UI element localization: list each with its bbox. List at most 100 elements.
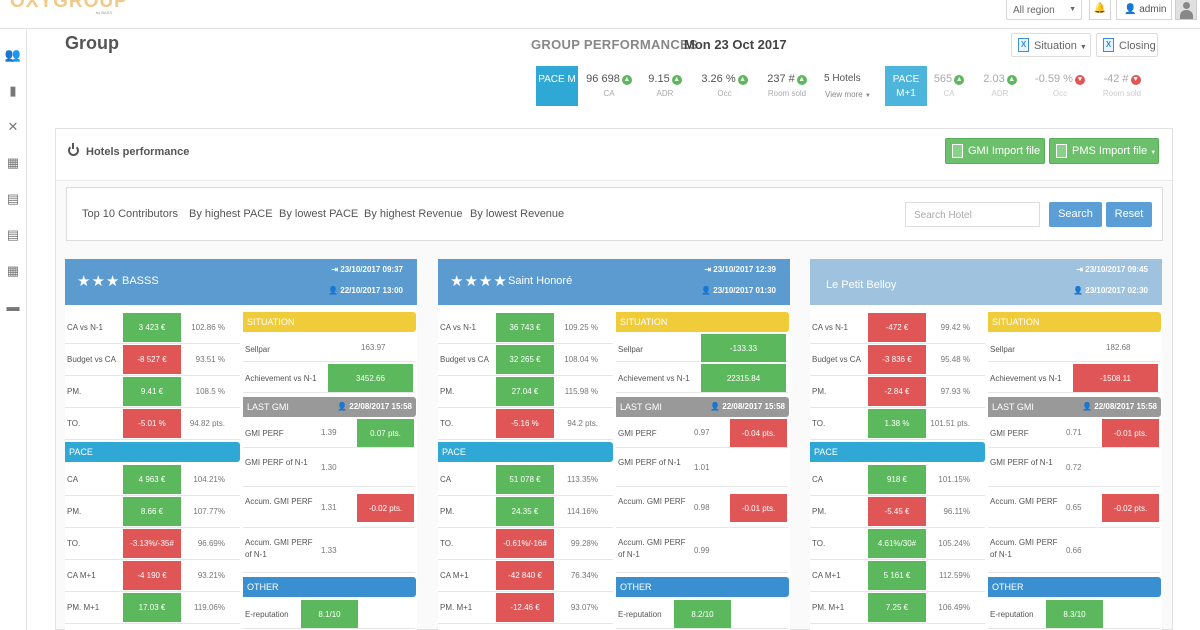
row-percent: 108.04 % bbox=[564, 355, 598, 364]
view-more-label: View more bbox=[825, 90, 863, 99]
row-value: -12.46 € bbox=[496, 593, 554, 622]
kpi-adr: 9.15 ▲ ADR bbox=[643, 73, 687, 98]
row-percent: 93.51 % bbox=[195, 355, 225, 364]
pms-import-button[interactable]: PMS Import file ▼ bbox=[1049, 138, 1159, 164]
row-label: PM. M+1 bbox=[812, 603, 845, 612]
hotel-icon[interactable]: ▬ bbox=[6, 299, 20, 314]
ca-vs-n1-row: CA vs N-1 3 423 € 102.86 % bbox=[65, 312, 240, 344]
ca-vs-n1-row: CA vs N-1 -472 € 99.42 % bbox=[810, 312, 985, 344]
users-icon[interactable]: 👥 bbox=[4, 47, 22, 62]
filter-bar: Top 10 Contributors By highest PACE By l… bbox=[66, 187, 1163, 241]
row-value: 918 € bbox=[868, 465, 926, 494]
row-number: 0.99 bbox=[694, 546, 710, 555]
ca-m1-row: CA M+1 -42 840 € 76.34% bbox=[438, 560, 613, 592]
ca-m1-row: CA M+1 -4 190 € 93.21% bbox=[65, 560, 240, 592]
row-label: CA bbox=[812, 475, 824, 484]
gmi-perf-row: GMI PERF 0.71 -0.01 pts. bbox=[988, 418, 1160, 448]
date-updated: ⇥ 23/10/2017 09:45 bbox=[1076, 265, 1148, 274]
row-value: -3.13%/-35# bbox=[123, 529, 181, 558]
kpi-label: Occ bbox=[717, 89, 732, 98]
hotel-card-header[interactable]: ★★★ BASSS ⇥ 23/10/2017 09:37 👤 22/10/2017 1… bbox=[65, 259, 417, 305]
building-icon[interactable]: ▤ bbox=[6, 191, 20, 206]
row-label: Achievement vs N-1 bbox=[990, 374, 1062, 383]
pace-m-badge[interactable]: PACE M bbox=[536, 66, 578, 106]
user-menu[interactable]: 👤 admin bbox=[1116, 0, 1172, 20]
file-icon: X bbox=[1018, 38, 1029, 52]
accum-gmi-perf-row: Accum. GMI PERF 0.65 -0.02 pts. bbox=[988, 488, 1160, 528]
page-title: Group bbox=[65, 33, 119, 53]
user-icon: 👤 bbox=[1073, 286, 1084, 295]
building-alt-icon[interactable]: ▤ bbox=[6, 227, 20, 242]
row-number: 1.39 bbox=[321, 428, 337, 437]
search-hotel-input[interactable]: Search Hotel bbox=[905, 202, 1040, 227]
hotels-count: 5 Hotels bbox=[824, 73, 861, 84]
performance-date: Mon 23 Oct 2017 bbox=[684, 37, 787, 52]
row-percent: 76.34% bbox=[570, 571, 598, 580]
row-number: 1.31 bbox=[321, 503, 337, 512]
table-icon[interactable]: ▦ bbox=[6, 155, 20, 170]
avatar[interactable] bbox=[1175, 0, 1197, 20]
row-value: -5.45 € bbox=[868, 497, 926, 526]
row-label: TO. bbox=[440, 539, 454, 548]
kpi-m1-adr: 2.03 ▲ ADR bbox=[979, 73, 1021, 98]
sellpar-row: Sellpar 163.97 bbox=[243, 334, 415, 362]
sellpar-row: Sellpar -133.33 bbox=[616, 334, 788, 362]
book-icon[interactable]: ▮ bbox=[9, 83, 17, 98]
pace-ca-row: CA 51 078 € 113.35% bbox=[438, 464, 613, 496]
tab-highest-revenue[interactable]: By highest Revenue bbox=[364, 208, 463, 220]
row-number: 1.33 bbox=[321, 546, 337, 555]
pace-to-row: TO. 4.61%/30# 105.24% bbox=[810, 528, 985, 560]
tab-highest-pace[interactable]: By highest PACE bbox=[189, 208, 273, 220]
row-label: Accum. GMI PERF bbox=[618, 497, 686, 506]
pace-pm-row: PM. 24.35 € 114.16% bbox=[438, 496, 613, 528]
row-percent: 94.2 pts. bbox=[567, 419, 598, 428]
hotel-card-header[interactable]: Le Petit Belloy ⇥ 23/10/2017 09:45 👤 23/10… bbox=[810, 259, 1162, 305]
pace-m1-badge[interactable]: PACE M+1 bbox=[885, 66, 927, 106]
last-gmi-section-header: LAST GMI 👤 22/08/2017 15:58 bbox=[616, 397, 789, 417]
to-row: TO. -5.16 % 94.2 pts. bbox=[438, 408, 613, 440]
situation-label: Situation bbox=[1034, 40, 1077, 52]
kpi-m1-occ: -0.59 % ▼ Occ bbox=[1033, 73, 1087, 98]
arrow-up-icon: ▲ bbox=[796, 75, 807, 85]
app-logo[interactable]: OXYGROUP bbox=[10, 0, 128, 12]
pm-row: PM. -2.84 € 97.93 % bbox=[810, 376, 985, 408]
tab-top-contributors[interactable]: Top 10 Contributors bbox=[82, 208, 178, 220]
panel-title: Hotels performance bbox=[86, 146, 190, 158]
date-value: 23/10/2017 09:45 bbox=[1085, 265, 1148, 274]
pace-pm-row: PM. -5.45 € 96.11% bbox=[810, 496, 985, 528]
view-more-link[interactable]: View more ▼ bbox=[825, 90, 871, 99]
region-select[interactable]: All region ▼ bbox=[1006, 0, 1082, 20]
row-value: 7.25 € bbox=[868, 593, 926, 622]
reset-button[interactable]: Reset bbox=[1106, 202, 1152, 227]
hotel-name[interactable]: Saint Honoré bbox=[508, 275, 573, 287]
row-percent: 99.42 % bbox=[940, 323, 970, 332]
row-label: Achievement vs N-1 bbox=[618, 374, 690, 383]
user-icon: 👤 bbox=[1124, 4, 1137, 15]
kpi-label: Room sold bbox=[1102, 89, 1142, 98]
accum-gmi-perf-n1-row: Accum. GMI PERF of N-1 0.66 bbox=[988, 529, 1160, 573]
row-value: 8.66 € bbox=[123, 497, 181, 526]
search-button[interactable]: Search bbox=[1049, 202, 1102, 227]
closing-button[interactable]: X Closing bbox=[1096, 33, 1158, 57]
row-label: PM. M+1 bbox=[440, 603, 473, 612]
tools-icon[interactable]: ✕ bbox=[7, 119, 19, 134]
row-value: -5.01 % bbox=[123, 409, 181, 438]
notifications-button[interactable]: 🔔 bbox=[1089, 0, 1111, 20]
hotel-name[interactable]: Le Petit Belloy bbox=[826, 279, 897, 291]
row-label: Sellpar bbox=[245, 345, 270, 354]
row-label: CA M+1 bbox=[440, 571, 469, 580]
hotel-card-header[interactable]: ★★★★ Saint Honoré ⇥ 23/10/2017 12:39 👤 23/1… bbox=[438, 259, 790, 305]
calendar-icon[interactable]: ▦ bbox=[6, 263, 20, 278]
gmi-import-button[interactable]: GMI Import file bbox=[945, 138, 1045, 164]
situation-button[interactable]: X Situation ▼ bbox=[1011, 33, 1091, 57]
pm-m1-row: PM. M+1 -12.46 € 93.07% bbox=[438, 592, 613, 624]
arrow-up-icon: ▲ bbox=[954, 75, 965, 85]
kpi-value: -0.59 % bbox=[1035, 73, 1073, 85]
tab-lowest-revenue[interactable]: By lowest Revenue bbox=[470, 208, 565, 220]
tab-lowest-pace[interactable]: By lowest PACE bbox=[279, 208, 359, 220]
gmi-perf-row: GMI PERF 0.97 -0.04 pts. bbox=[616, 418, 788, 448]
row-value: 4.61%/30# bbox=[868, 529, 926, 558]
row-label: TO. bbox=[440, 419, 454, 428]
row-label: Sellpar bbox=[990, 345, 1015, 354]
hotel-name[interactable]: BASSS bbox=[122, 275, 159, 287]
